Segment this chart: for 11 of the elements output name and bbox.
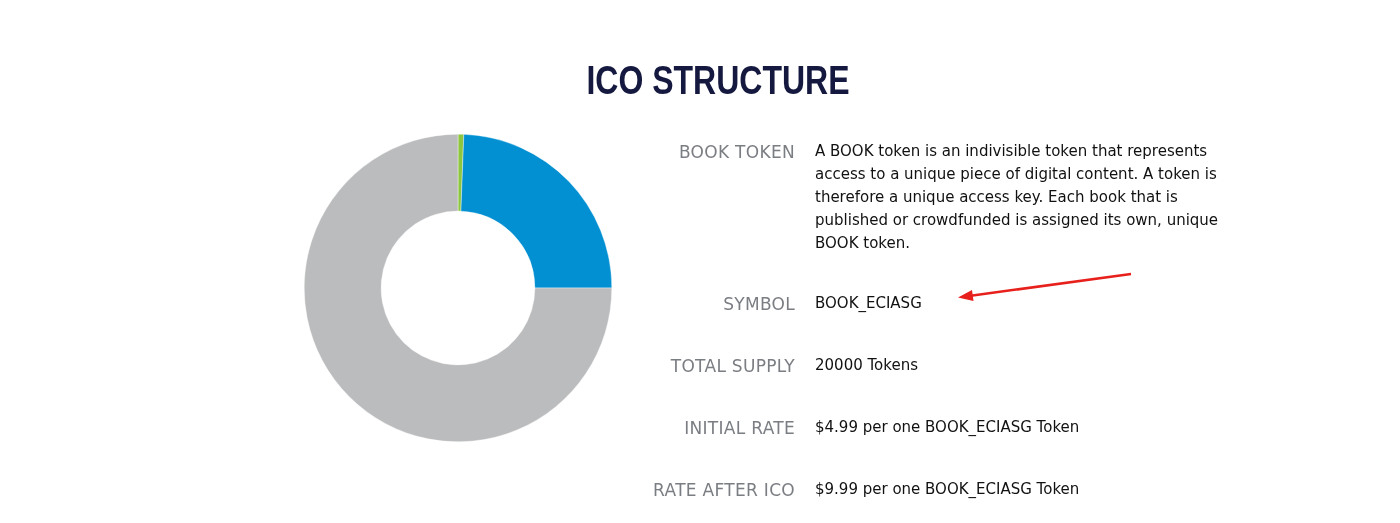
category-label: SYMBOL xyxy=(722,294,795,314)
category-label: RATE AFTER ICO xyxy=(652,480,795,500)
text: $4.99 per one BOOK_ECIASG Token xyxy=(815,418,1080,436)
text: $9.99 per one BOOK_ECIASG Token xyxy=(815,480,1080,498)
text: A BOOK token is an indivisible token that represents access to a unique piece of digital content. A token is therefore a unique access key. Each book that is published or crowdfunded is assigned its own, unique BOOK token. xyxy=(815,142,1219,252)
category-label: TOTAL SUPPLY xyxy=(669,356,795,376)
text: BOOK_ECIASG xyxy=(815,294,922,312)
category-label: INITIAL RATE xyxy=(683,418,795,438)
category-label: BOOK TOKEN xyxy=(677,142,795,162)
text: ICO STRUCTURE xyxy=(585,58,851,103)
text: 20000 Tokens xyxy=(815,356,918,374)
